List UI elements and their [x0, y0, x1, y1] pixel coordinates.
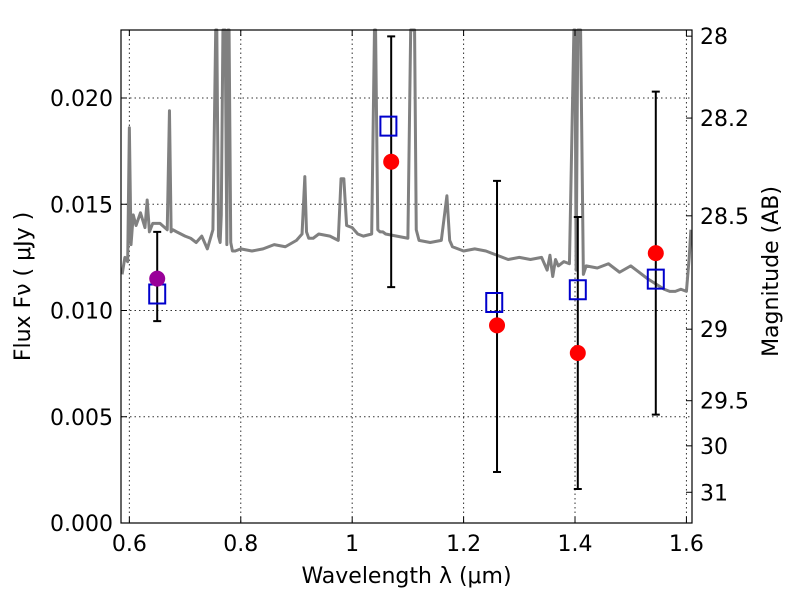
x-tick-label: 1.6	[669, 532, 704, 557]
ticks	[121, 30, 692, 524]
x-tick-label: 0.6	[112, 532, 147, 557]
right-tick-label: 28	[700, 25, 728, 50]
right-axis-title: Magnitude (AB)	[759, 186, 784, 357]
x-tick-labels: 0.6 0.8 1 1.2 1.4 1.6	[112, 532, 704, 557]
observed-circle-marker	[569, 345, 586, 361]
y-tick-label: 0.000	[50, 512, 113, 537]
y-tick-label: 0.020	[50, 87, 113, 112]
y-tick-label: 0.015	[50, 193, 113, 218]
model-square-marker	[379, 115, 398, 137]
x-tick-label: 1.4	[558, 532, 593, 557]
observed-circle-marker	[489, 317, 506, 334]
right-tick-label: 28.2	[700, 107, 749, 132]
model-square-marker	[568, 279, 587, 301]
y-tick-label: 0.010	[50, 300, 113, 325]
observed-circle-marker	[647, 245, 664, 262]
model-square-marker	[485, 292, 504, 313]
y-axis-title: Flux Fν ( μJy )	[11, 212, 36, 361]
plot-frame	[120, 29, 693, 524]
y-tick-labels: 0.000 0.005 0.010 0.015 0.020	[50, 87, 113, 537]
observed-markers	[149, 153, 664, 361]
right-tick-label: 29.5	[700, 390, 749, 415]
right-tick-label: 28.5	[700, 205, 749, 230]
spectrum-layer	[120, 28, 693, 293]
grid	[121, 30, 692, 524]
right-tick-label: 29	[700, 318, 728, 343]
x-tick-label: 0.8	[223, 532, 258, 557]
x-axis-title: Wavelength λ (μm)	[301, 564, 511, 589]
x-tick-label: 1.2	[446, 532, 481, 557]
model-spectrum-line	[120, 28, 693, 293]
right-tick-label: 31	[700, 481, 728, 506]
right-tick-label: 30	[700, 435, 728, 460]
model-square-marker	[646, 268, 665, 290]
observed-circle-marker	[149, 270, 166, 287]
y-tick-label: 0.005	[50, 406, 113, 431]
right-tick-labels: 28 28.2 28.5 29 29.5 30 31	[700, 25, 749, 506]
x-tick-label: 1	[345, 532, 359, 557]
observed-circle-marker	[383, 153, 400, 170]
